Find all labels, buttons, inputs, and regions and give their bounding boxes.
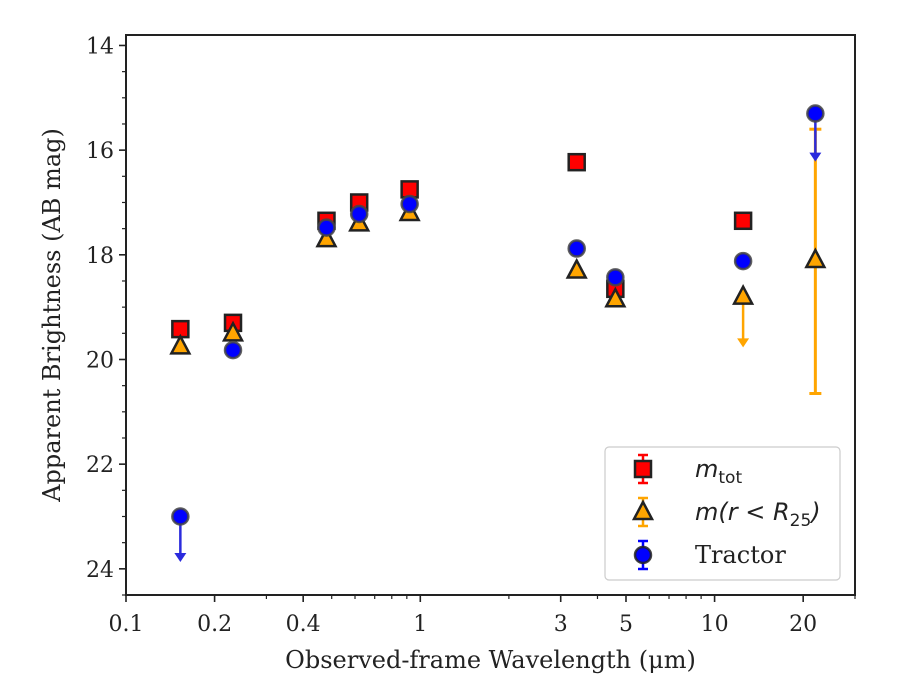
upper-limit-arrow-head	[174, 552, 187, 562]
series-triangle	[169, 127, 827, 396]
legend-label: Tractor	[695, 541, 786, 569]
x-tick-label: 20	[789, 612, 817, 637]
plot-area	[169, 104, 827, 562]
data-point-circle	[567, 239, 586, 258]
legend: mtot m(r < R25) Tractor	[604, 446, 841, 581]
x-tick-label: 3	[554, 612, 568, 637]
series-square	[171, 152, 753, 339]
data-point-circle	[733, 251, 753, 271]
data-point-triangle	[604, 286, 627, 308]
data-point-triangle	[169, 333, 192, 355]
data-point-triangle	[565, 257, 588, 279]
legend-marker-square	[633, 459, 653, 479]
y-axis-title: Apparent Brightness (AB mag)	[38, 128, 66, 503]
y-tick-label: 24	[86, 558, 114, 583]
x-tick-label: 0.2	[197, 612, 232, 637]
x-tick-label: 5	[619, 612, 633, 637]
x-axis-title: Observed-frame Wavelength (μm)	[285, 646, 696, 674]
data-point-triangle	[315, 226, 338, 248]
x-tick-label: 10	[701, 612, 729, 637]
data-point-circle	[806, 104, 825, 123]
series-circle	[171, 104, 825, 562]
x-tick-label: 0.1	[109, 612, 144, 637]
legend-label: m(r < R25)	[695, 498, 821, 531]
y-tick-label: 18	[86, 244, 114, 269]
data-point-circle	[171, 507, 190, 526]
upper-limit-arrow-head	[737, 338, 750, 348]
data-point-circle	[349, 204, 369, 224]
upper-limit-arrow-head	[809, 152, 822, 162]
y-tick-label: 16	[86, 139, 114, 164]
data-point-square	[733, 211, 753, 231]
data-point-triangle	[804, 247, 827, 269]
legend-marker-circle	[633, 545, 653, 565]
plot-frame	[125, 34, 856, 596]
data-point-triangle	[221, 320, 245, 342]
data-point-square	[567, 152, 586, 172]
data-point-circle	[317, 218, 336, 237]
y-tick-label: 14	[86, 34, 114, 59]
legend-label: mtot	[695, 455, 742, 488]
legend-box	[604, 446, 841, 581]
data-point-circle	[606, 268, 625, 287]
y-tick-label: 20	[86, 348, 114, 373]
axes: 0.1 0.2 0.4 1 3 5 10 20 14 16 18 20 22 24	[86, 34, 856, 637]
data-point-circle	[223, 340, 243, 360]
y-tick-label: 22	[86, 453, 114, 478]
data-point-circle	[400, 194, 419, 214]
x-tick-label: 1	[413, 612, 427, 637]
legend-marker-triangle	[631, 499, 655, 521]
data-point-triangle	[732, 284, 755, 305]
x-tick-label: 0.4	[286, 612, 321, 637]
